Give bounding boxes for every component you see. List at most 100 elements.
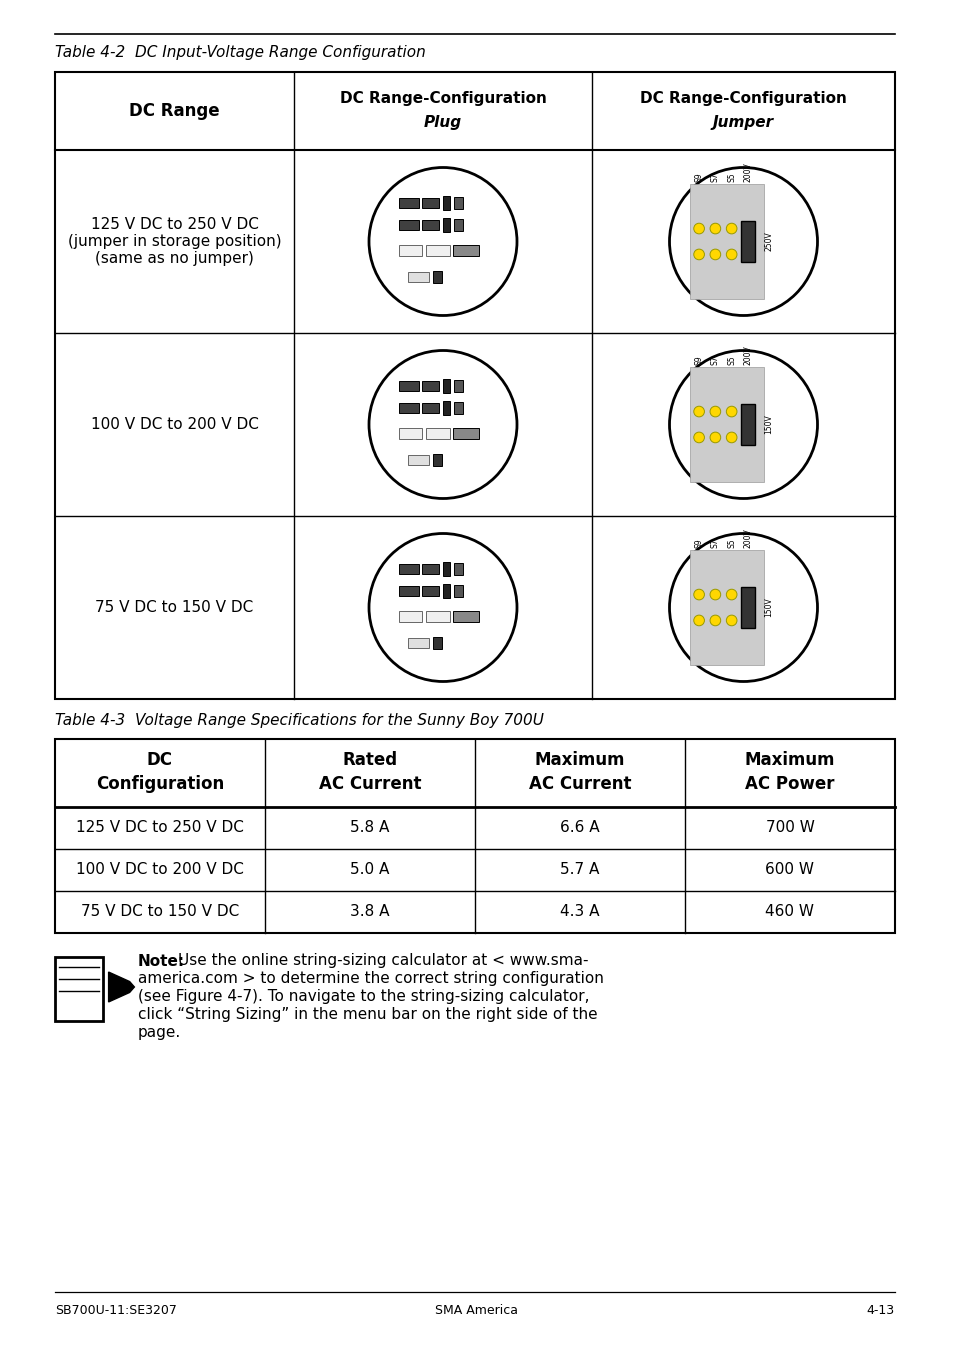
Bar — [426, 245, 449, 256]
Text: S7: S7 — [710, 172, 720, 183]
Bar — [422, 403, 438, 412]
Circle shape — [693, 406, 703, 416]
Text: 125 V DC to 250 V DC: 125 V DC to 250 V DC — [91, 218, 258, 233]
Text: Table 4-2  DC Input-Voltage Range Configuration: Table 4-2 DC Input-Voltage Range Configu… — [55, 45, 425, 59]
Circle shape — [693, 615, 703, 626]
Circle shape — [725, 589, 737, 600]
Text: 75 V DC to 150 V DC: 75 V DC to 150 V DC — [95, 600, 253, 615]
Bar — [454, 564, 462, 575]
Bar — [398, 199, 419, 208]
Circle shape — [669, 168, 817, 315]
Bar — [452, 427, 478, 439]
Text: 5.8 A: 5.8 A — [350, 821, 389, 836]
Bar — [454, 197, 462, 208]
Circle shape — [741, 433, 753, 442]
Polygon shape — [109, 972, 134, 1002]
Text: AC Power: AC Power — [744, 775, 834, 794]
Text: (jumper in storage position): (jumper in storage position) — [68, 234, 281, 249]
Bar — [426, 427, 449, 439]
Circle shape — [693, 249, 703, 260]
Text: Maximum: Maximum — [535, 750, 624, 769]
Text: Maximum: Maximum — [744, 750, 835, 769]
Text: AC Current: AC Current — [528, 775, 631, 794]
Circle shape — [741, 406, 753, 416]
Text: Use the online string-sizing calculator at < www.sma-: Use the online string-sizing calculator … — [178, 953, 588, 968]
Bar — [690, 184, 763, 299]
Text: S7: S7 — [710, 538, 720, 548]
Bar — [454, 219, 462, 231]
Circle shape — [741, 615, 753, 626]
Text: page.: page. — [138, 1026, 181, 1041]
Bar — [442, 584, 450, 598]
Bar — [433, 637, 442, 649]
Bar — [740, 220, 754, 262]
Text: S9: S9 — [694, 356, 703, 365]
Text: SMA America: SMA America — [435, 1303, 518, 1317]
Bar — [408, 638, 429, 648]
Bar — [442, 219, 450, 233]
Text: S5: S5 — [726, 172, 736, 183]
Circle shape — [709, 223, 720, 234]
Bar — [398, 245, 422, 256]
Bar — [422, 564, 438, 573]
Text: click “String Sizing” in the menu bar on the right side of the: click “String Sizing” in the menu bar on… — [138, 1007, 597, 1022]
Bar — [442, 562, 450, 576]
Text: 100 V DC to 200 V DC: 100 V DC to 200 V DC — [76, 863, 244, 877]
Text: S7: S7 — [710, 356, 720, 365]
Bar — [422, 587, 438, 596]
Text: 100 V DC to 200 V DC: 100 V DC to 200 V DC — [91, 416, 258, 433]
Text: 200V: 200V — [742, 345, 752, 365]
Bar — [422, 381, 438, 391]
Bar — [55, 72, 894, 699]
Circle shape — [669, 350, 817, 499]
Text: 5.7 A: 5.7 A — [559, 863, 599, 877]
Text: america.com > to determine the correct string configuration: america.com > to determine the correct s… — [138, 972, 603, 987]
Text: Plug: Plug — [423, 115, 461, 131]
Text: 460 W: 460 W — [764, 904, 814, 919]
Text: (see Figure 4-7). To navigate to the string-sizing calculator,: (see Figure 4-7). To navigate to the str… — [138, 990, 589, 1005]
Bar — [433, 454, 442, 466]
Bar — [454, 403, 462, 414]
Circle shape — [709, 249, 720, 260]
Text: S5: S5 — [726, 538, 736, 548]
Text: 200V: 200V — [742, 162, 752, 183]
Text: DC Range-Configuration: DC Range-Configuration — [339, 92, 546, 107]
Bar — [398, 564, 419, 573]
Bar — [454, 585, 462, 598]
Text: S5: S5 — [726, 356, 736, 365]
Text: Rated: Rated — [342, 750, 397, 769]
Circle shape — [709, 615, 720, 626]
Circle shape — [369, 350, 517, 499]
Circle shape — [725, 406, 737, 416]
Bar — [398, 611, 422, 622]
Bar — [442, 380, 450, 392]
Bar — [408, 456, 429, 465]
Text: 200V: 200V — [742, 529, 752, 548]
Text: Jumper: Jumper — [712, 115, 773, 131]
Circle shape — [725, 615, 737, 626]
Bar — [690, 550, 763, 665]
Text: DC Range-Configuration: DC Range-Configuration — [639, 92, 846, 107]
Circle shape — [741, 249, 753, 260]
Bar — [454, 380, 462, 392]
Text: S9: S9 — [694, 538, 703, 548]
Bar — [398, 220, 419, 230]
Text: Note:: Note: — [138, 953, 185, 968]
Text: 3.8 A: 3.8 A — [350, 904, 390, 919]
Text: 150V: 150V — [763, 415, 772, 434]
Text: 5.0 A: 5.0 A — [350, 863, 389, 877]
Text: 125 V DC to 250 V DC: 125 V DC to 250 V DC — [76, 821, 244, 836]
Circle shape — [369, 534, 517, 681]
Bar — [426, 611, 449, 622]
Bar — [740, 587, 754, 629]
Bar — [452, 611, 478, 622]
Circle shape — [693, 433, 703, 442]
Bar — [452, 245, 478, 256]
Circle shape — [693, 589, 703, 600]
Text: (same as no jumper): (same as no jumper) — [95, 251, 253, 266]
Bar — [55, 957, 103, 1021]
Text: DC Range: DC Range — [129, 101, 219, 120]
Bar — [433, 272, 442, 283]
Bar — [690, 368, 763, 481]
Text: Table 4-3  Voltage Range Specifications for the Sunny Boy 700U: Table 4-3 Voltage Range Specifications f… — [55, 714, 543, 729]
